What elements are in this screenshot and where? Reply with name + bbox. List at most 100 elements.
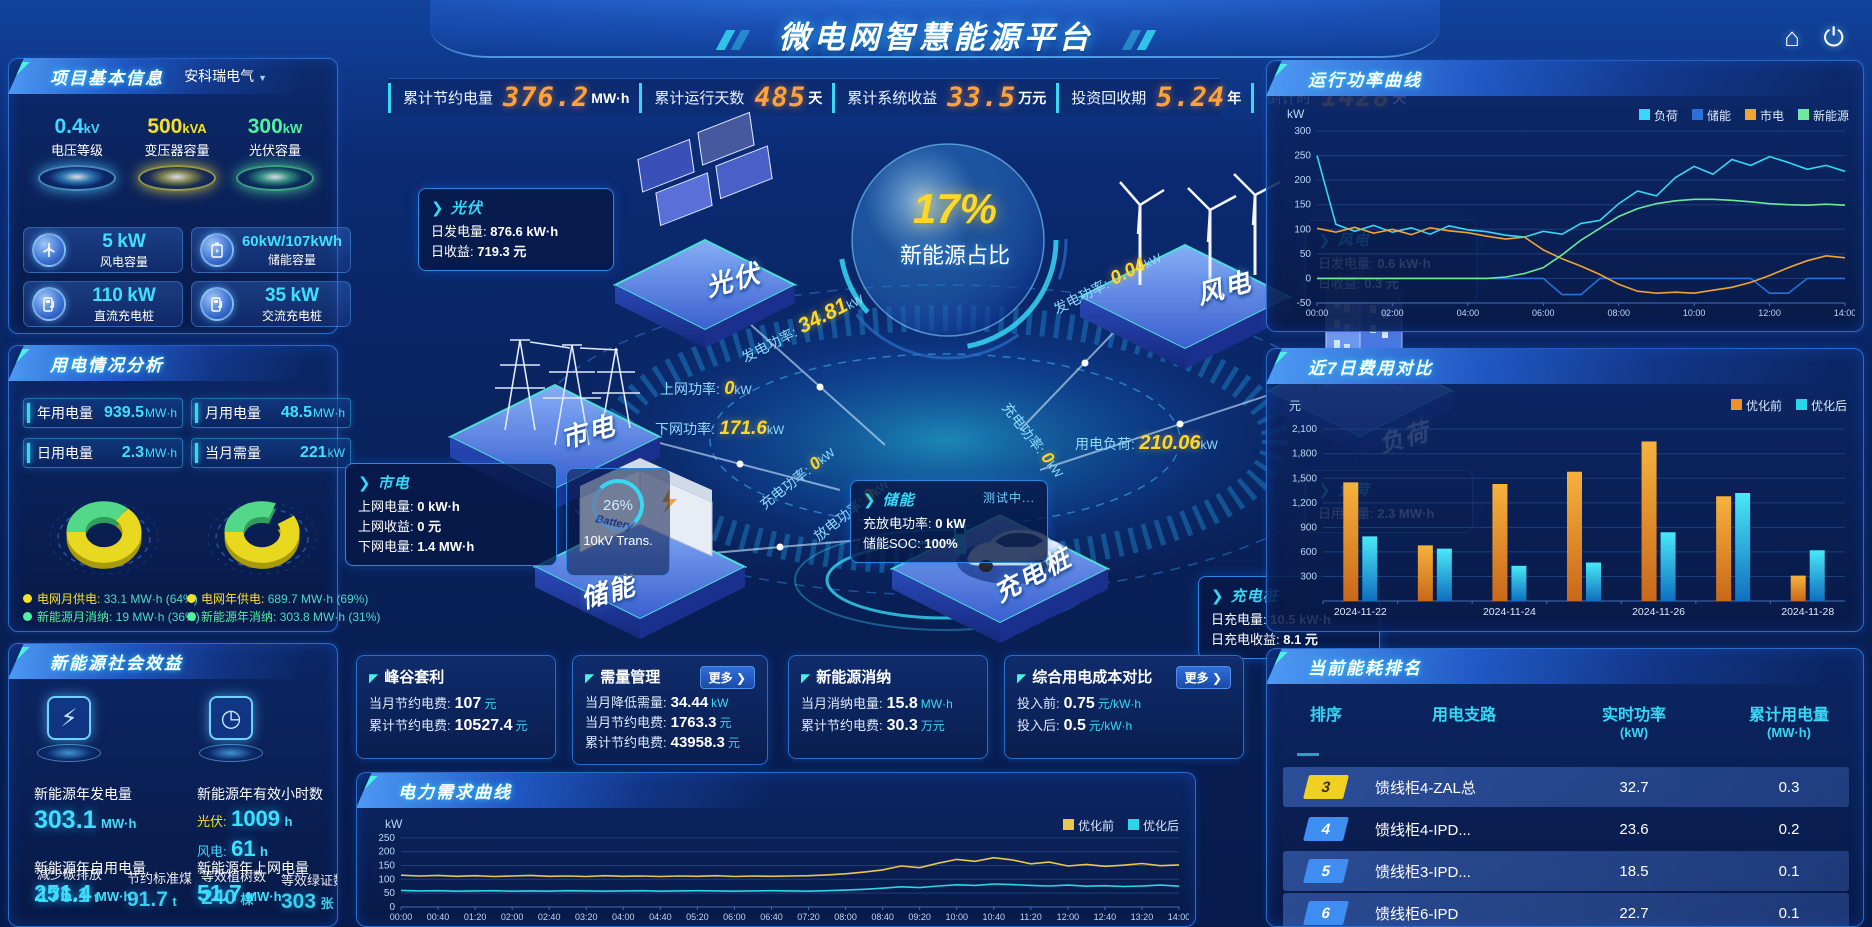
renewable-share-percent: 17% [912,185,998,232]
panel-title: 电力需求曲线 [398,782,512,802]
svg-text:04:40: 04:40 [649,912,672,922]
sphere [828,120,1068,360]
legend-item[interactable]: 优化后 [1795,397,1847,414]
legend-dot [187,612,196,621]
kpi-run-days: 累计运行天数 485 天 [639,82,832,113]
bar-before [1790,575,1806,601]
legend-item[interactable]: 市电 [1744,107,1784,124]
svg-text:0: 0 [1305,273,1311,284]
social-benefit-panel: 新能源社会效益 ⚡ ◷ 新能源年发电量 303.1 MW·h 新能源年有效小时数… [8,643,338,927]
svg-text:2024-11-26: 2024-11-26 [1632,606,1685,618]
panel-title: 当前能耗排名 [1308,658,1422,678]
legend-renewable-year: 新能源年消纳: 303.8 MW·h (31%) [187,608,380,625]
legend-item[interactable]: 负荷 [1638,107,1678,124]
panel-corner-icon [1274,64,1290,78]
panel-title: 项目基本信息 [50,68,164,88]
power-curve-header: 运行功率曲线 [1266,60,1833,96]
stat-label: 月用电量 [205,405,261,421]
bar-before [1343,482,1359,601]
svg-text:10:00: 10:00 [945,912,968,922]
legend-item[interactable]: 新能源 [1797,107,1849,124]
renewable-share-label: 新能源占比 [899,243,1010,268]
legend-swatch [1638,109,1650,120]
col-branch: 用电支路 [1431,707,1496,724]
home-icon[interactable]: ⌂ [1784,22,1800,52]
panel-corner-icon [1274,352,1290,366]
svg-text:100: 100 [1294,224,1311,235]
legend-item[interactable]: 优化前 [1062,817,1114,834]
branch-name: 馈线柜4-ZAL总 [1375,779,1476,797]
energy-ranking-header: 当前能耗排名 [1266,648,1833,684]
legend-dot [23,594,32,603]
power-icon[interactable]: ⏻ [1823,22,1844,52]
pedestal-value: 500 [147,115,183,138]
legend-swatch [1795,399,1807,410]
svg-text:12:40: 12:40 [1094,912,1117,922]
kpi-value: 376.2 [503,82,590,113]
total-energy: 0.3 [1778,778,1800,796]
bar-before [1492,484,1508,601]
rank-badge: 4 [1303,817,1349,841]
panel-corner-icon: ◤ [1017,671,1027,685]
table-row[interactable]: 6 馈线柜6-IPD 22.7 0.1 [1283,893,1849,926]
stat-unit: MW·h [145,406,177,420]
branch-name: 馈线柜6-IPD [1375,905,1459,923]
card-unit: kW [127,284,156,306]
panel-corner-icon [16,349,32,363]
table-row[interactable]: 5 馈线柜3-IPD... 18.5 0.1 [1283,851,1849,891]
pv-hours-value: 光伏: 1009 h [197,806,293,831]
table-row[interactable]: 4 馈线柜4-IPD... 23.6 0.2 [1283,809,1849,849]
stat-label: 日用电量 [37,445,93,461]
series-储能 [1317,277,1845,296]
company-dropdown-value[interactable]: 安科瑞电气 [184,68,255,84]
company-dropdown[interactable]: 安科瑞电气 ▼ [184,66,267,86]
card-storage-capacity: 60kW/107kWh 储能容量 [191,227,351,273]
realtime-power: 32.7 [1619,778,1649,796]
series-优化后 [400,883,1180,893]
legend-item[interactable]: 储能 [1691,107,1731,124]
bar-after [1362,536,1378,601]
pedestal-label: 光伏容量 [248,143,301,158]
col-energy: 累计用电量 (MW·h) [1748,707,1829,740]
pedestal-value: 0.4 [54,115,84,138]
legend-value: 33.1 MW·h (64%) [103,592,198,606]
legend-item[interactable]: 优化后 [1127,817,1179,834]
flow-to-grid: 上网功率: 0kW [660,378,752,398]
pedestal-glow [138,165,216,191]
svg-text:06:00: 06:00 [1532,308,1555,318]
cost-more-button[interactable]: 更多 ❯ [1175,666,1231,689]
wind-platform [1077,173,1293,369]
svg-text:12:00: 12:00 [1758,308,1781,318]
bar-after [1511,565,1527,601]
to-grid-label: 新能源年上网电量 [197,860,309,876]
svg-text:300: 300 [1294,126,1311,137]
arrow-icon: ❯ [1211,588,1225,605]
power-curve-panel: 运行功率曲线 kW 负荷 储能 市电 新能源 300 250 200 150 100 50 0 -5… [1266,60,1864,332]
legend-item[interactable]: 优化前 [1730,397,1782,414]
legend-value: 689.7 MW·h (69%) [267,592,369,606]
demand-more-button[interactable]: 更多 ❯ [699,666,755,689]
svg-text:150: 150 [1294,200,1311,211]
stat-value: 2.3 [121,444,144,461]
to-grid-value: 51.7 MW·h [197,880,282,906]
kpi-label: 累计运行天数 [654,90,745,107]
bar-after [1809,550,1825,601]
rank-badge: 3 [1303,775,1349,799]
scroll-indicator [1297,753,1319,756]
bar-after [1436,548,1452,601]
demand-curve-header: 电力需求曲线 [356,772,775,808]
stat-label: 年用电量 [37,405,93,421]
card-wind-capacity: 5 kW 风电容量 [23,227,183,273]
year-supply-donut-chart [207,501,317,575]
branch-name: 馈线柜4-IPD... [1375,821,1471,839]
kpi-unit: 万元 [1018,89,1047,106]
table-row[interactable]: 3 馈线柜4-ZAL总 32.7 0.3 [1283,767,1849,807]
svg-text:10:00: 10:00 [1683,308,1706,318]
pv-platform [612,111,798,348]
stat-month-demand: 当月需量 221 kW [191,438,351,468]
chevron-down-icon: ▼ [258,73,267,83]
pedestal-voltage: 0.4kV 电压等级 [25,115,129,191]
panel-title: 近7日费用对比 [1308,358,1434,378]
cost-compare-header: 近7日费用对比 [1266,348,1833,384]
social-benefit-header: 新能源社会效益 [8,643,307,679]
